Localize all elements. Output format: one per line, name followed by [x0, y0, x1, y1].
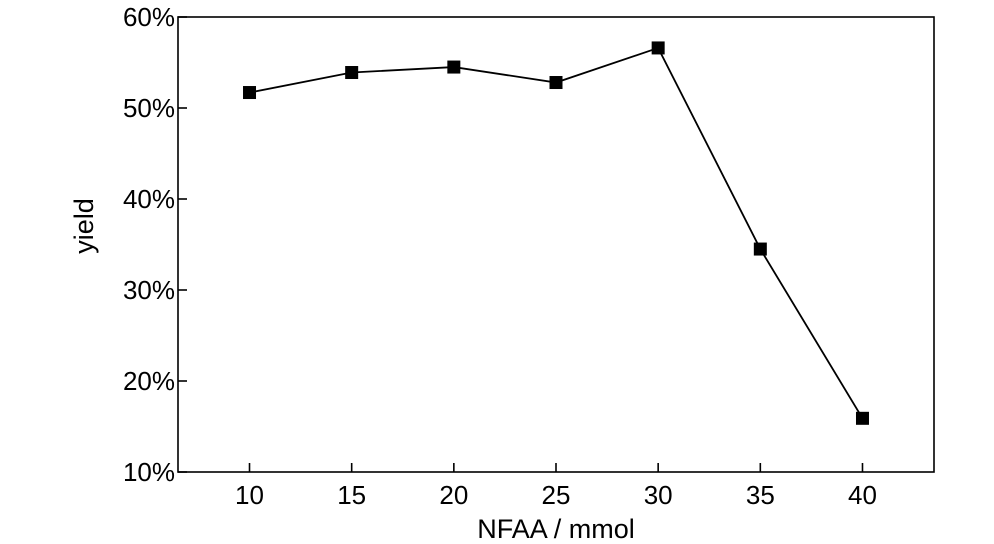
data-point-15 [345, 66, 359, 80]
data-point-10 [243, 86, 257, 100]
y-axis-title: yield [69, 198, 99, 254]
y-tick-label: 20% [123, 366, 175, 396]
x-tick-label: 20 [439, 480, 468, 510]
data-point-35 [753, 242, 767, 256]
x-tick-label: 10 [235, 480, 264, 510]
y-tick-label: 60% [123, 2, 175, 32]
data-point-20 [447, 60, 461, 74]
y-tick-label: 30% [123, 275, 175, 305]
y-tick-label: 10% [123, 457, 175, 487]
x-tick-label: 35 [746, 480, 775, 510]
x-axis-title: NFAA / mmol [477, 514, 635, 544]
ticks-layer: 10 15 20 25 30 35 40 10% 20% 30% 40% 50% 60% [123, 2, 877, 510]
data-point-40 [855, 411, 869, 425]
y-tick-label: 40% [123, 184, 175, 214]
x-tick-label: 25 [542, 480, 571, 510]
data-point-25 [549, 76, 563, 90]
series-line [249, 46, 864, 419]
series-line-layer [249, 46, 864, 419]
x-tick-label: 30 [644, 480, 673, 510]
x-tick-label: 15 [337, 480, 366, 510]
x-tick-label: 40 [848, 480, 877, 510]
series-marker-layer [243, 41, 869, 425]
data-point-30 [651, 41, 665, 55]
y-tick-label: 50% [123, 93, 175, 123]
